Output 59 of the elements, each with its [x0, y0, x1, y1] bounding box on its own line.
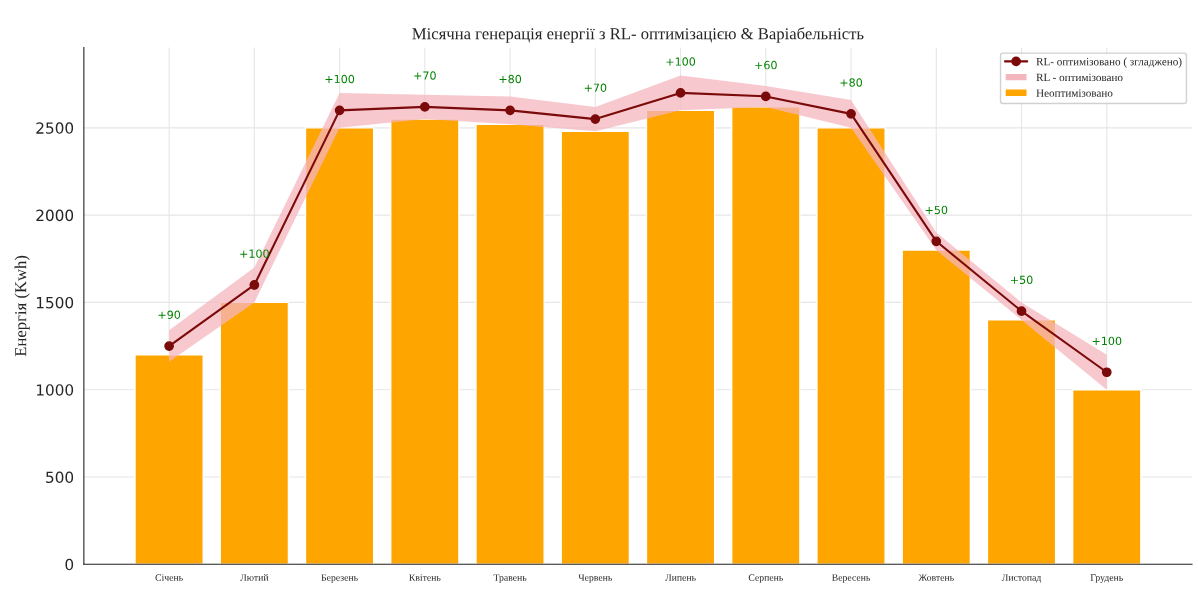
annotation: +80 — [499, 74, 522, 84]
bar — [731, 106, 801, 565]
bar — [134, 354, 204, 565]
annotation: +100 — [666, 57, 696, 66]
point — [505, 105, 515, 116]
bar — [475, 123, 545, 565]
x-tick-label: Вересень — [832, 574, 871, 583]
annotation: +50 — [925, 205, 948, 215]
bar — [304, 127, 375, 565]
bar — [645, 109, 716, 565]
point — [334, 105, 345, 116]
point — [249, 280, 260, 290]
annotation: RL - оптимізовано — [1036, 73, 1123, 82]
legend-label: Неоптимізовано — [1036, 89, 1113, 97]
annotation: +60 — [755, 60, 777, 70]
annotation: +100 — [240, 249, 269, 258]
chart-title: Місячна генерація енергії з RL- оптимізацією & Варіабельність — [412, 27, 864, 43]
point — [760, 91, 771, 102]
legend-label: RL- оптимізовано ( згладжено) — [1036, 57, 1182, 68]
x-tick-label: Липень — [665, 574, 696, 581]
point — [1016, 306, 1027, 317]
bar — [901, 249, 972, 565]
point — [419, 102, 430, 112]
point — [846, 109, 856, 119]
x-tick-label: Травень — [493, 574, 527, 583]
y-tick-label: 2500 — [36, 122, 74, 134]
point — [590, 114, 601, 124]
y-tick-label: 1500 — [36, 296, 74, 309]
y-tick-label: 0 — [65, 558, 74, 571]
bar — [390, 118, 460, 565]
point — [675, 88, 686, 98]
annotation: +80 — [840, 78, 863, 87]
bar — [986, 319, 1057, 565]
annotation: +100 — [325, 74, 355, 84]
x-tick-label: Червень — [578, 574, 613, 583]
y-tick-label: 1000 — [36, 384, 74, 396]
x-tick-label: Січень — [155, 574, 183, 581]
x-tick-label: Лютий — [240, 574, 269, 581]
annotation: +70 — [584, 83, 607, 92]
x-tick-label: Жовтень — [918, 574, 954, 581]
annotation: +70 — [414, 71, 436, 80]
annotation: +90 — [158, 310, 181, 319]
point — [1101, 367, 1112, 378]
bar — [219, 301, 290, 565]
point — [164, 341, 174, 351]
x-tick-label: Грудень — [1090, 574, 1123, 583]
annotation: +100 — [1092, 336, 1122, 346]
bar — [1071, 389, 1142, 565]
x-tick-label: Березень — [321, 574, 358, 583]
x-tick-label: Серпень — [748, 574, 783, 583]
y-axis-title: Енергія (Kwh) — [14, 255, 30, 357]
x-tick-label: Квітень — [409, 574, 441, 581]
x-tick-label: Листопад — [1001, 574, 1042, 583]
bar — [816, 127, 886, 565]
annotation: +50 — [1010, 275, 1033, 284]
point — [931, 236, 942, 247]
bar — [560, 130, 631, 565]
y-tick-label: 500 — [46, 471, 74, 484]
y-tick-label: 2000 — [36, 209, 74, 222]
